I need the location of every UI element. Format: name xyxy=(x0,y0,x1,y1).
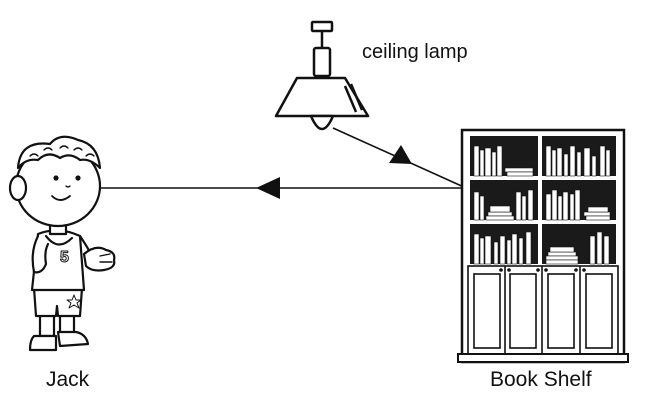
arrowhead-reflected xyxy=(256,177,280,199)
book-shelf-icon xyxy=(457,128,629,364)
svg-text:5: 5 xyxy=(60,249,69,266)
person-label: Jack xyxy=(46,368,90,391)
ceiling-lamp-icon xyxy=(274,20,370,131)
ceiling-lamp-label: ceiling lamp xyxy=(362,41,468,63)
incident-light-ray xyxy=(332,127,467,189)
arrowhead-incident xyxy=(389,145,412,164)
boy-figure-icon: 5 xyxy=(8,135,116,352)
reflected-light-ray xyxy=(100,177,466,199)
book-shelf-label: Book Shelf xyxy=(490,368,592,391)
